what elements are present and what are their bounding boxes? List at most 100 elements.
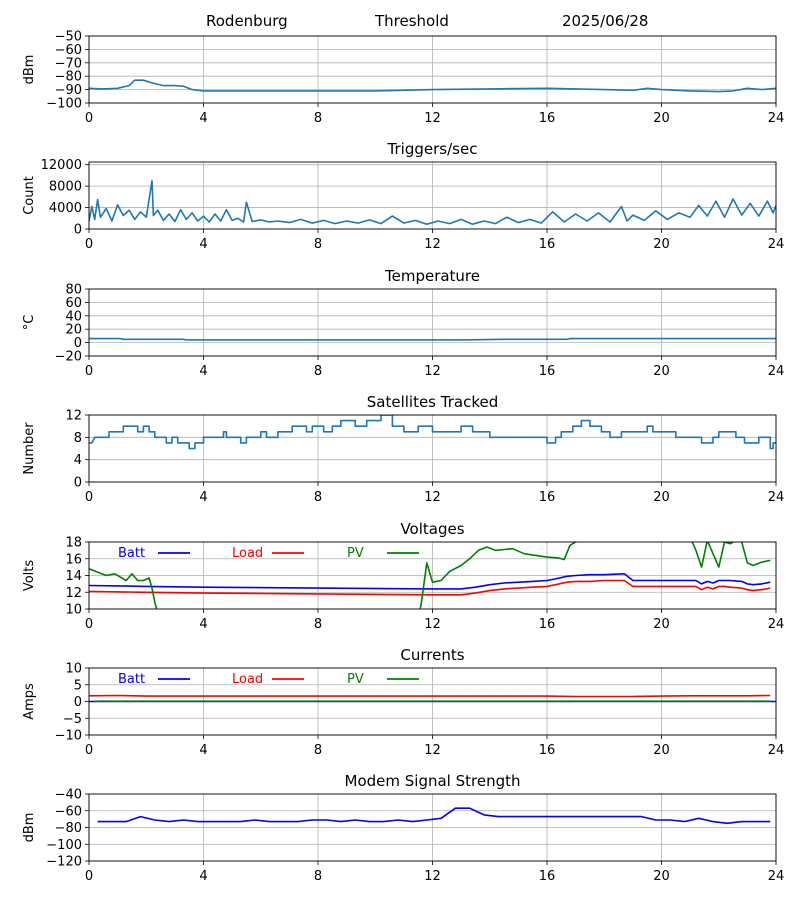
x-tick-label: 20 (653, 743, 670, 758)
legend-label-load: Load (232, 546, 263, 561)
series-line-batt (89, 572, 771, 590)
y-tick-label: −20 (55, 350, 82, 365)
y-tick-label: 10 (65, 603, 82, 618)
chart-panel-6: 0 4 8 12 16 20 24 −120 −100 −80 −60−40 Modem Signal… (22, 772, 784, 884)
y-tick-label: −70 (55, 56, 82, 71)
y-tick-label: 60 (65, 296, 82, 311)
x-tick-label: 12 (424, 743, 441, 758)
header-date: 2025/06/28 (562, 12, 649, 30)
x-tick-label: 16 (539, 617, 556, 632)
x-tick-label: 4 (199, 364, 207, 379)
x-tick-label: 12 (424, 364, 441, 379)
x-tick-label: 0 (85, 869, 93, 884)
x-tick-label: 16 (539, 364, 556, 379)
series-line-load (89, 694, 771, 698)
series-line-0 (89, 79, 776, 93)
y-tick-label: 12000 (41, 158, 82, 173)
x-tick-label: 8 (314, 111, 322, 126)
y-axis-label: Amps (22, 683, 37, 720)
y-tick-label: −80 (55, 70, 82, 85)
chart-title: Currents (400, 646, 464, 664)
series-group (97, 807, 771, 825)
x-tick-label: 4 (199, 111, 207, 126)
x-tick-label: 0 (85, 111, 93, 126)
x-tick-label: 24 (768, 743, 785, 758)
series-group (89, 79, 776, 93)
x-tick-label: 20 (653, 237, 670, 252)
y-tick-label: −90 (55, 83, 82, 98)
chart-panel-0: 0 4 8 12 16 20 24 −100−90−80−70−60−50 dBm (22, 30, 784, 127)
x-tick-label: 16 (539, 869, 556, 884)
chart-title: Voltages (400, 520, 464, 538)
header-station: Rodenburg (206, 12, 288, 30)
y-tick-label: 4 (74, 453, 82, 468)
chart-panel-1: 0 4 8 12 16 20 24 0 4000 8000 12000 Triggers/sec Cou… (22, 140, 784, 252)
x-tick-label: 8 (314, 743, 322, 758)
x-tick-label: 0 (85, 617, 93, 632)
series-line-0 (89, 180, 776, 225)
x-tick-label: 8 (314, 869, 322, 884)
y-tick-label: 0 (74, 476, 82, 491)
y-tick-label: 8 (74, 431, 82, 446)
x-tick-label: 8 (314, 237, 322, 252)
y-tick-label: −100 (46, 838, 82, 853)
series-group (89, 542, 771, 609)
x-tick-label: 8 (314, 490, 322, 505)
y-tick-label: 12 (65, 409, 82, 424)
series-group (89, 180, 776, 225)
x-tick-label: 8 (314, 364, 322, 379)
y-tick-label: −10 (55, 729, 82, 744)
chart-title: Modem Signal Strength (345, 772, 521, 790)
chart-title: Satellites Tracked (367, 393, 498, 411)
y-tick-label: 16 (65, 552, 82, 567)
x-tick-label: 16 (539, 237, 556, 252)
x-tick-label: 16 (539, 743, 556, 758)
series-line-0 (97, 807, 771, 825)
x-tick-label: 24 (768, 111, 785, 126)
x-tick-label: 24 (768, 617, 785, 632)
y-tick-label: −100 (46, 97, 82, 112)
y-tick-label: −60 (55, 804, 82, 819)
x-tick-label: 20 (653, 364, 670, 379)
y-axis-label: Volts (22, 560, 37, 592)
x-tick-label: 4 (199, 237, 207, 252)
x-tick-label: 20 (653, 869, 670, 884)
y-axis-label: Count (22, 176, 37, 215)
y-axis-label: dBm (22, 813, 37, 843)
y-axis-label: Number (22, 422, 37, 475)
y-tick-label: −80 (55, 821, 82, 836)
chart-title: Triggers/sec (387, 140, 478, 158)
header-mode: Threshold (375, 12, 449, 30)
y-tick-label: 5 (74, 678, 82, 693)
legend-label-load: Load (232, 672, 263, 687)
x-tick-label: 12 (424, 869, 441, 884)
legend-label-pv: PV (347, 672, 364, 687)
y-tick-label: 0 (74, 223, 82, 238)
x-tick-label: 20 (653, 111, 670, 126)
y-tick-label: 8000 (49, 180, 82, 195)
series-group (89, 694, 776, 703)
y-axis-label: °C (22, 315, 37, 331)
series-line-0 (89, 415, 776, 450)
x-tick-label: 16 (539, 490, 556, 505)
chart-panel-5: 0 4 8 12 16 20 24 −10 −5 0 510 Currents Amps Batt Load… (22, 646, 784, 758)
y-tick-label: 10 (65, 662, 82, 677)
x-tick-label: 4 (199, 869, 207, 884)
x-tick-label: 12 (424, 111, 441, 126)
x-tick-label: 20 (653, 490, 670, 505)
x-tick-label: 0 (85, 490, 93, 505)
legend-label-batt: Batt (118, 672, 145, 687)
series-line-load (89, 579, 771, 596)
y-tick-label: 0 (74, 695, 82, 710)
y-tick-label: −5 (63, 712, 82, 727)
x-tick-label: 4 (199, 490, 207, 505)
x-tick-label: 16 (539, 111, 556, 126)
chart-panel-3: 0 4 8 12 16 20 24 0 4 8 12 Satellites Tracked Number (22, 393, 784, 505)
x-tick-label: 8 (314, 617, 322, 632)
y-tick-label: 20 (65, 323, 82, 338)
y-tick-label: 40 (65, 309, 82, 324)
series-group (89, 415, 776, 450)
series-group (89, 337, 776, 341)
